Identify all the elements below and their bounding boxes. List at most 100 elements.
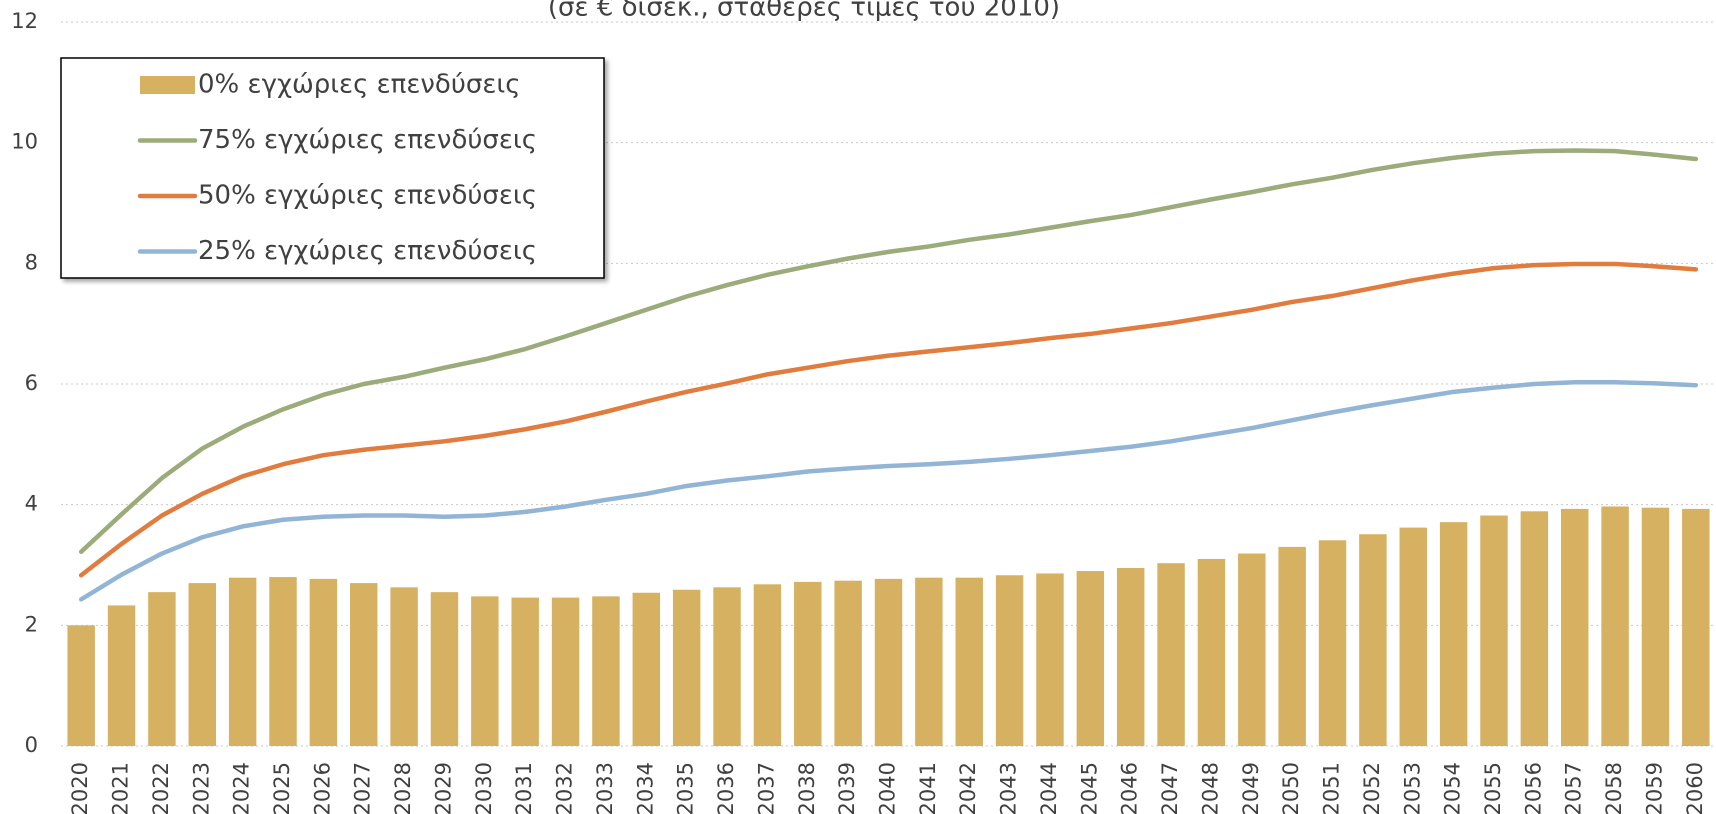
x-tick-label: 2032 (553, 762, 577, 814)
x-tick-label: 2052 (1360, 762, 1384, 814)
bar (1278, 546, 1306, 746)
x-tick-label: 2023 (189, 762, 213, 814)
y-tick-label: 2 (25, 612, 38, 636)
x-tick-label: 2039 (835, 762, 859, 814)
x-tick-label: 2035 (674, 762, 698, 814)
x-tick-label: 2029 (431, 762, 455, 814)
x-tick-label: 2058 (1602, 762, 1626, 814)
bar (1439, 522, 1468, 746)
x-tick-label: 2030 (472, 762, 496, 814)
x-tick-label: 2027 (351, 762, 375, 814)
bar (955, 577, 983, 746)
bar (390, 587, 418, 746)
bar (1238, 553, 1266, 746)
x-tick-label: 2044 (1037, 762, 1061, 814)
x-tick-label: 2042 (956, 762, 980, 814)
line-series (78, 261, 1699, 578)
legend-label: 75% εγχώριες επενδύσεις (198, 125, 537, 155)
bar (430, 592, 459, 746)
bar (1157, 563, 1185, 746)
bar (1399, 527, 1427, 746)
bar (350, 583, 378, 746)
legend-box (60, 57, 605, 279)
x-tick-label: 2049 (1239, 762, 1263, 814)
bar (995, 575, 1024, 746)
bar (471, 596, 499, 746)
bar (228, 577, 257, 746)
x-tick-label: 2024 (230, 762, 254, 814)
legend-label: 50% εγχώριες επενδύσεις (198, 181, 537, 211)
bar (511, 597, 539, 746)
x-tick-label: 2040 (876, 762, 900, 814)
bar (672, 589, 701, 746)
legend: 0% εγχώριες επενδύσεις 75% εγχώριες επενδ… (60, 57, 605, 279)
legend-swatch (140, 76, 195, 94)
x-tick-label: 2038 (795, 762, 819, 814)
x-tick-label: 2054 (1441, 762, 1465, 814)
x-tick-label: 2048 (1198, 762, 1222, 814)
bar (551, 597, 580, 746)
x-tick-label: 2059 (1642, 762, 1666, 814)
bar (713, 587, 741, 746)
x-tick-label: 2053 (1400, 762, 1424, 814)
x-tick-label: 2020 (68, 762, 92, 814)
y-tick-label: 6 (25, 371, 38, 395)
y-tick-label: 10 (11, 130, 38, 154)
bar (1359, 534, 1387, 746)
x-tick-label: 2055 (1481, 762, 1505, 814)
bar (107, 605, 136, 746)
x-tick-label: 2041 (916, 762, 940, 814)
line-series (78, 379, 1699, 602)
y-tick-label: 12 (11, 9, 38, 33)
x-tick-label: 2034 (633, 762, 657, 814)
bar (834, 580, 862, 746)
bar (1116, 568, 1145, 746)
legend-label: 25% εγχώριες επενδύσεις (198, 236, 537, 266)
x-tick-label: 2050 (1279, 762, 1303, 814)
x-tick-label: 2033 (593, 762, 617, 814)
bar (309, 578, 338, 746)
bar (148, 592, 176, 746)
bar (592, 596, 620, 746)
bar (1480, 515, 1508, 746)
bar (67, 625, 95, 746)
x-tick-label: 2047 (1158, 762, 1182, 814)
x-tick-label: 2026 (310, 762, 334, 814)
bar (1076, 571, 1105, 746)
chart-subtitle: (σε € δισεκ., σταθερές τιμές του 2010) (548, 0, 1060, 23)
bar (1520, 511, 1549, 746)
y-tick-label: 8 (25, 250, 38, 274)
x-tick-label: 2031 (512, 762, 536, 814)
plot-area: 0 2 4 6 8 10 12 2020 2021 2022 2023 2024 2025 2026 202… (11, 9, 1716, 814)
x-tick-label: 2060 (1683, 762, 1707, 814)
bar (794, 581, 822, 746)
x-tick-label: 2022 (149, 762, 173, 814)
x-tick-label: 2056 (1521, 762, 1545, 814)
line-series (78, 148, 1699, 554)
bar (915, 577, 943, 746)
x-tick-label: 2036 (714, 762, 738, 814)
x-tick-label: 2057 (1562, 762, 1586, 814)
x-tick-label: 2051 (1320, 762, 1344, 814)
bar (1641, 507, 1670, 746)
bar (753, 584, 782, 746)
y-tick-label: 4 (25, 492, 38, 516)
bar (1197, 558, 1226, 746)
x-tick-label: 2046 (1118, 762, 1142, 814)
bar (1318, 540, 1347, 746)
bar (632, 592, 661, 746)
bar (1036, 573, 1064, 746)
x-tick-label: 2021 (109, 762, 133, 814)
bar (1560, 508, 1589, 746)
x-tick-label: 2037 (754, 762, 778, 814)
bar (188, 583, 217, 746)
x-tick-label: 2043 (997, 762, 1021, 814)
bar (269, 577, 297, 746)
x-tick-label: 2025 (270, 762, 294, 814)
legend-label: 0% εγχώριες επενδύσεις (198, 70, 520, 100)
bar (1601, 506, 1629, 746)
x-tick-label: 2045 (1077, 762, 1101, 814)
bar (874, 578, 903, 746)
